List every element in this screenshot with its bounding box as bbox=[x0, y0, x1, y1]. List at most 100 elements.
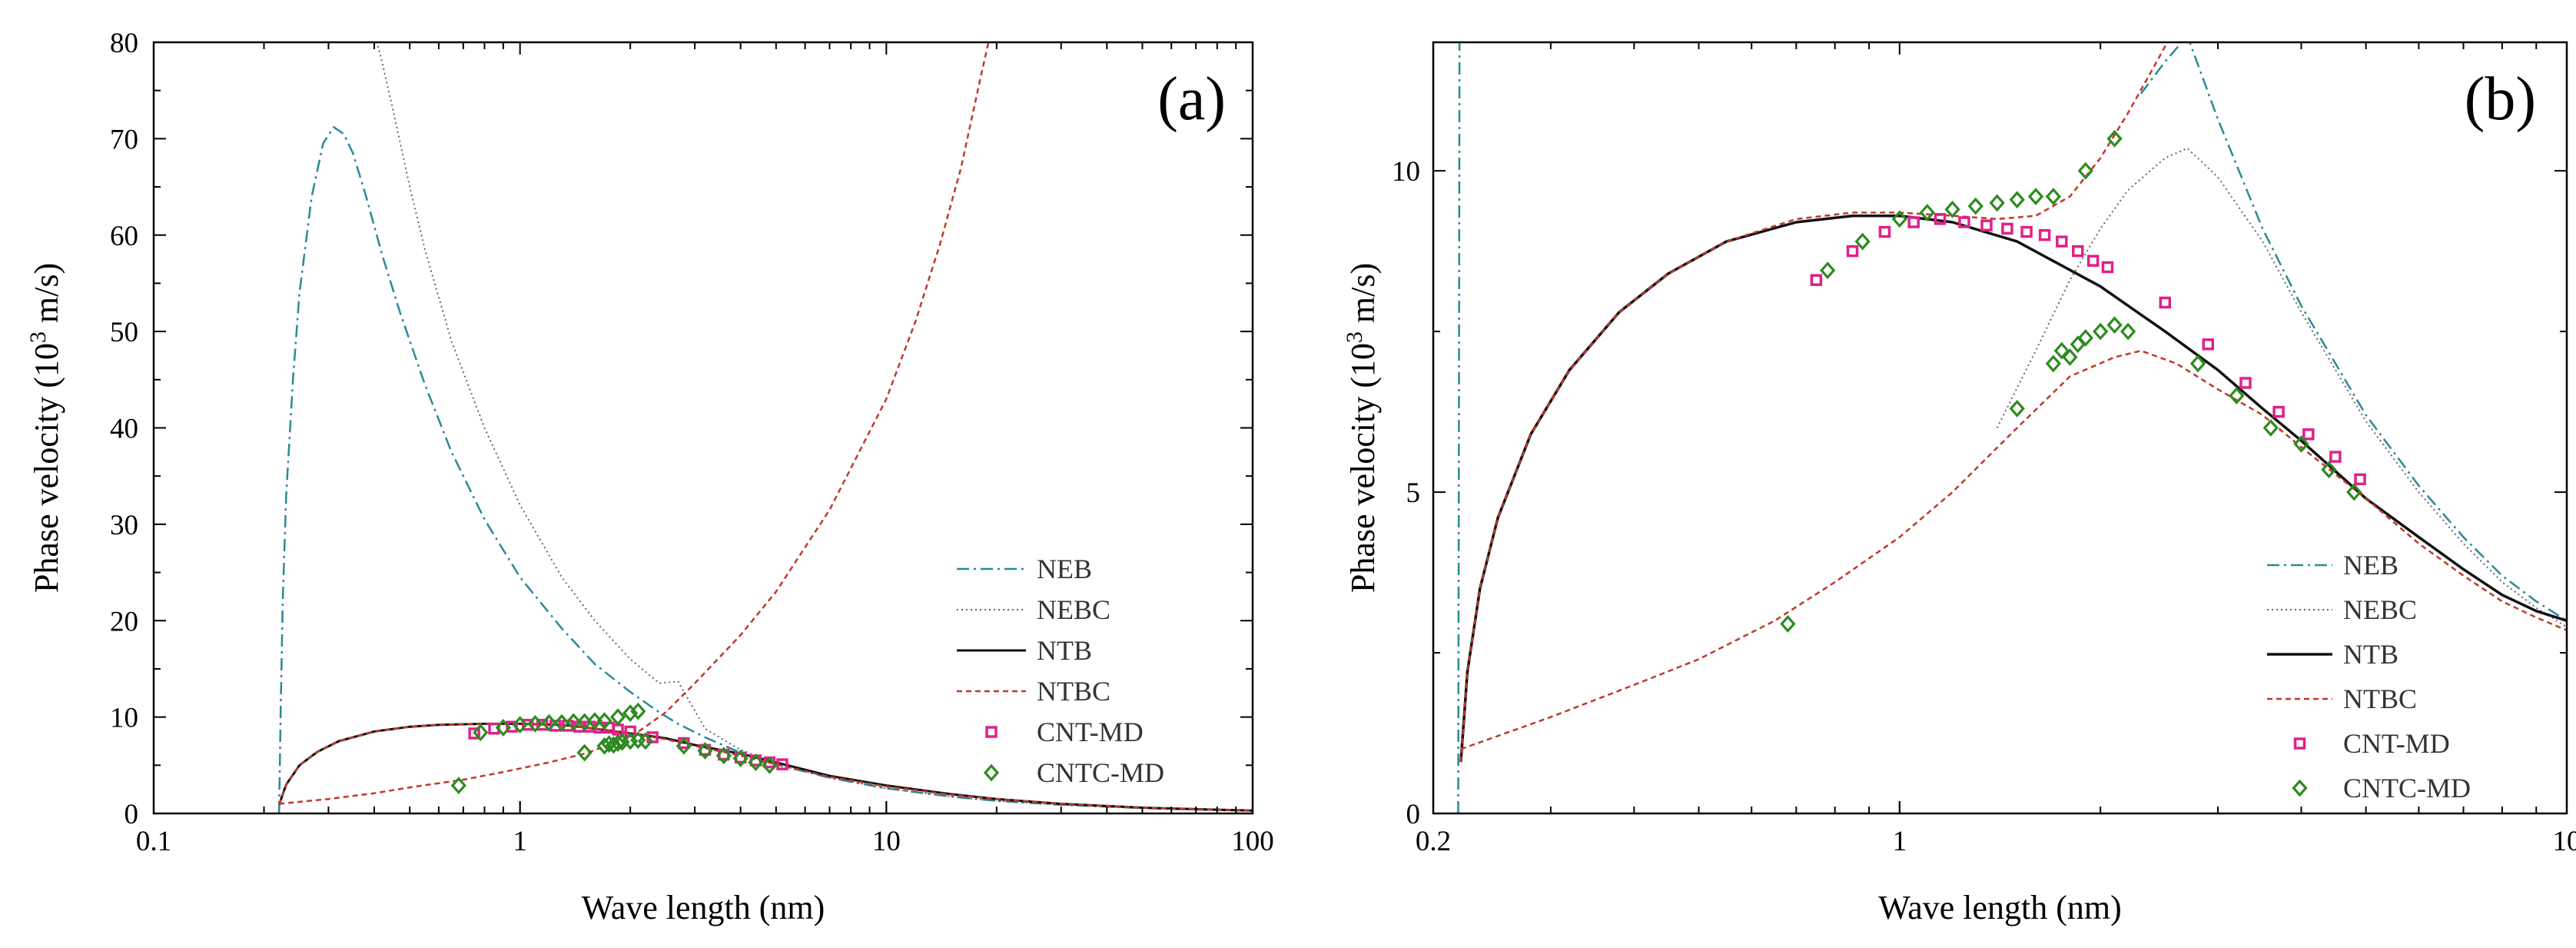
data-point bbox=[2045, 354, 2062, 373]
x-tick-label: 1 bbox=[513, 826, 527, 857]
data-point bbox=[1967, 197, 1983, 215]
data-point bbox=[1810, 274, 1823, 287]
y-axis-title: Phase velocity (103 m/s) bbox=[25, 263, 65, 593]
data-point bbox=[697, 742, 713, 760]
y-axis-title-superscript: 3 bbox=[1342, 331, 1367, 343]
data-point bbox=[624, 725, 636, 738]
x-tick-label: 10 bbox=[872, 826, 901, 857]
data-point bbox=[2062, 348, 2078, 366]
x-tick-label: 0.1 bbox=[136, 826, 171, 857]
data-point bbox=[2020, 225, 2033, 238]
y-tick-label: 0 bbox=[1406, 799, 1421, 830]
y-axis-title-unit: m/s) bbox=[1344, 263, 1382, 331]
data-point bbox=[2189, 354, 2206, 373]
data-point bbox=[1944, 200, 1960, 218]
plot-frame bbox=[1432, 41, 2568, 815]
cntc-md-series bbox=[450, 702, 778, 795]
data-point bbox=[576, 743, 593, 762]
legend-label: NEB bbox=[1037, 554, 1092, 584]
data-point bbox=[468, 727, 480, 740]
data-point bbox=[2101, 261, 2114, 274]
panel-a: 0.1 1 10 100 0 10 20 30 40 50 60 70 80 Wave length (n… bbox=[25, 28, 1274, 926]
data-point bbox=[2229, 387, 2245, 405]
legend-swatch bbox=[983, 763, 1000, 782]
y-tick-label: 20 bbox=[110, 606, 138, 637]
y-tick-label: 60 bbox=[110, 221, 138, 252]
data-point bbox=[541, 713, 557, 732]
panel-label: (a) bbox=[1157, 65, 1226, 133]
y-axis-title: Phase velocity (103 m/s) bbox=[1342, 263, 1382, 593]
data-point bbox=[732, 750, 749, 767]
nebc-series-line bbox=[1996, 147, 2567, 628]
data-point bbox=[748, 753, 764, 771]
legend-label: NTBC bbox=[1037, 676, 1110, 707]
data-point bbox=[1846, 244, 1859, 258]
data-point bbox=[2077, 161, 2093, 180]
data-point bbox=[2106, 129, 2123, 148]
x-tick-label: 0.2 bbox=[1416, 826, 1451, 857]
data-point bbox=[566, 713, 582, 731]
data-point bbox=[2159, 296, 2172, 309]
neb-series-line bbox=[2139, 42, 2567, 622]
data-point bbox=[1907, 216, 1920, 228]
y-tick-label: 30 bbox=[110, 510, 138, 541]
legend-label: CNT-MD bbox=[2343, 728, 2450, 759]
cntc-md-series bbox=[1780, 129, 2362, 633]
data-point bbox=[2009, 400, 2025, 417]
legend-label: NEB bbox=[2343, 550, 2398, 580]
data-point bbox=[2321, 461, 2337, 479]
data-point bbox=[522, 718, 534, 731]
data-point bbox=[2202, 338, 2215, 351]
ntbc-series-line bbox=[1460, 349, 2567, 750]
data-point bbox=[715, 747, 732, 765]
data-point bbox=[609, 708, 626, 727]
plot-area bbox=[1457, 42, 2567, 813]
x-tick-label: 1 bbox=[1893, 826, 1907, 857]
y-axis: 0 10 20 30 40 50 60 70 80 bbox=[110, 28, 1253, 830]
data-point bbox=[1989, 194, 2005, 212]
data-point bbox=[450, 777, 466, 795]
panel-b: 0.2 1 10 0 5 10 Wave length (nm) Phase velocity… bbox=[1342, 41, 2576, 926]
data-point bbox=[2262, 419, 2279, 437]
legend-label: NTBC bbox=[2343, 684, 2417, 714]
legend-swatch bbox=[2293, 737, 2306, 750]
x-axis-title: Wave length (nm) bbox=[1878, 889, 2122, 926]
data-point bbox=[2038, 229, 2051, 241]
data-point bbox=[1958, 216, 1970, 228]
data-point bbox=[495, 719, 511, 737]
data-point bbox=[762, 756, 778, 774]
legend-swatch bbox=[2292, 779, 2308, 797]
data-point bbox=[1919, 204, 1935, 221]
y-axis-title-main: Phase velocity (10 bbox=[1344, 343, 1382, 593]
cnt-md-series bbox=[1810, 213, 2366, 486]
data-point bbox=[609, 734, 626, 752]
data-point bbox=[2045, 188, 2062, 206]
ntbc-series-line bbox=[278, 723, 1253, 812]
data-point bbox=[676, 737, 692, 755]
legend-swatch bbox=[985, 726, 998, 738]
y-tick-label: 5 bbox=[1406, 477, 1421, 509]
y-tick-label: 10 bbox=[110, 703, 138, 734]
data-point bbox=[2120, 322, 2136, 341]
y-tick-label: 40 bbox=[110, 414, 138, 445]
data-point bbox=[2346, 483, 2362, 501]
data-point bbox=[2056, 235, 2068, 248]
ntbc-series-line bbox=[1459, 42, 2169, 763]
legend-label: NTB bbox=[2343, 639, 2398, 670]
data-point bbox=[1980, 219, 1993, 231]
data-point bbox=[536, 718, 549, 731]
data-point bbox=[1820, 261, 1836, 280]
data-point bbox=[2093, 322, 2109, 341]
ntb-series-line bbox=[1459, 214, 2567, 763]
data-point bbox=[2239, 377, 2252, 389]
legend: NEB NEBC NTB NTBC CNT-MD CNTC-MD bbox=[957, 554, 1164, 788]
data-point bbox=[2106, 316, 2123, 334]
y-axis-title-main: Phase velocity (10 bbox=[28, 343, 65, 593]
data-point bbox=[1934, 213, 1947, 225]
plot-area bbox=[277, 42, 1253, 813]
x-axis-title: Wave length (nm) bbox=[582, 889, 825, 926]
data-point bbox=[512, 716, 528, 734]
data-point bbox=[2302, 428, 2315, 441]
nebc-series-line bbox=[376, 42, 1253, 812]
